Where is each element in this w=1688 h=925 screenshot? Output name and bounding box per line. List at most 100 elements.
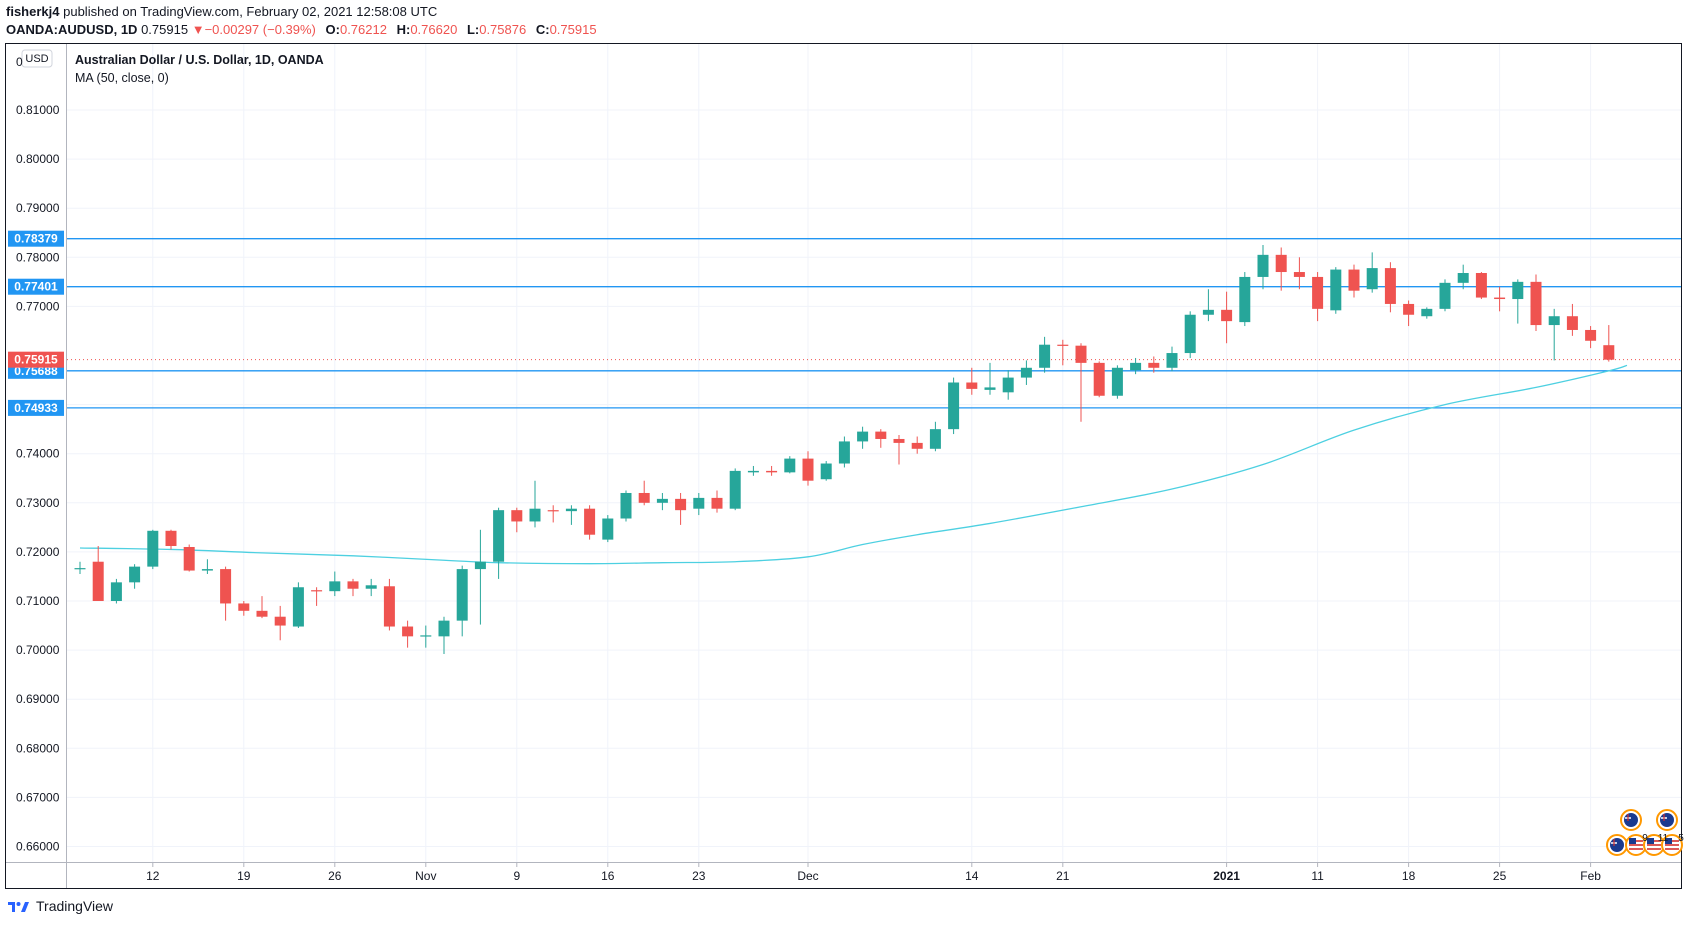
candle-down[interactable]	[1603, 325, 1615, 362]
price-axis[interactable]: 0.810000.800000.790000.780000.770000.750…	[8, 103, 64, 854]
candle-up[interactable]	[1512, 279, 1524, 324]
candle-down[interactable]	[383, 578, 395, 631]
time-axis[interactable]: 12 19 26 Nov 9 16 23 Dec 14 21 2021 11 18 25 Feb	[146, 862, 1601, 883]
candle-down[interactable]	[1275, 247, 1287, 291]
candle-up[interactable]	[1330, 267, 1342, 314]
candle-down[interactable]	[1221, 291, 1233, 344]
candle-up[interactable]	[656, 492, 668, 511]
candle-down[interactable]	[311, 587, 323, 606]
candle-up[interactable]	[693, 492, 705, 516]
candle-down[interactable]	[511, 507, 523, 533]
candle-down[interactable]	[165, 529, 177, 550]
candle-down[interactable]	[220, 566, 232, 621]
currency-badge[interactable]	[21, 49, 53, 68]
candle-down[interactable]	[1348, 264, 1360, 298]
candle-down[interactable]	[1403, 300, 1415, 327]
candle-down[interactable]	[1057, 339, 1069, 366]
candle-down[interactable]	[1384, 262, 1396, 313]
candle-down[interactable]	[584, 505, 596, 540]
candle-up[interactable]	[1202, 289, 1214, 322]
candle-up[interactable]	[438, 616, 450, 655]
candle-up[interactable]	[1457, 264, 1469, 290]
australia-flag-icon[interactable]	[1620, 809, 1642, 831]
candle-up[interactable]	[74, 561, 86, 574]
candle-up[interactable]	[129, 564, 141, 589]
candle-down[interactable]	[1585, 326, 1597, 349]
candle-down[interactable]	[347, 578, 359, 597]
candle-up[interactable]	[1366, 252, 1378, 293]
candle-up[interactable]	[929, 421, 941, 452]
candle-up[interactable]	[1002, 370, 1014, 400]
candle-down[interactable]	[1075, 343, 1087, 422]
candle-up[interactable]	[602, 515, 614, 543]
candlesticks[interactable]	[74, 245, 1615, 655]
candle-up[interactable]	[820, 461, 832, 481]
author-name[interactable]: fisherkj4	[6, 4, 60, 19]
candle-up[interactable]	[1020, 360, 1032, 385]
candle-up[interactable]	[838, 436, 850, 468]
candle-down[interactable]	[183, 544, 195, 572]
candle-up[interactable]	[365, 578, 377, 597]
candle-up[interactable]	[493, 507, 505, 579]
candle-up[interactable]	[1257, 245, 1269, 290]
candle-down[interactable]	[875, 429, 887, 448]
candle-down[interactable]	[966, 367, 978, 395]
candle-up[interactable]	[147, 529, 159, 570]
candle-down[interactable]	[1566, 303, 1578, 336]
candle-up[interactable]	[948, 377, 960, 435]
candle-down[interactable]	[92, 546, 104, 601]
candle-down[interactable]	[1494, 286, 1506, 312]
candle-up[interactable]	[292, 582, 304, 629]
brand-label[interactable]: TradingView	[36, 898, 114, 914]
candle-down[interactable]	[1093, 361, 1105, 398]
candle-up[interactable]	[1421, 307, 1433, 319]
candle-up[interactable]	[329, 571, 341, 597]
candle-down[interactable]	[402, 620, 414, 648]
candle-up[interactable]	[620, 490, 632, 522]
candle-up[interactable]	[1039, 336, 1051, 373]
candle-up[interactable]	[747, 465, 759, 476]
candle-up[interactable]	[1239, 272, 1251, 327]
candle-down[interactable]	[1312, 272, 1324, 322]
candle-up[interactable]	[1184, 311, 1196, 358]
candle-up[interactable]	[420, 625, 432, 648]
candle-up[interactable]	[1166, 346, 1178, 372]
candle-down[interactable]	[766, 465, 778, 476]
candle-up[interactable]	[529, 480, 541, 528]
candle-up[interactable]	[474, 529, 486, 625]
candle-body	[1566, 316, 1578, 330]
candle-up[interactable]	[201, 559, 213, 574]
candle-down[interactable]	[675, 492, 687, 525]
candle-up[interactable]	[784, 456, 796, 474]
candle-up[interactable]	[984, 362, 996, 395]
candle-down[interactable]	[802, 451, 814, 486]
candle-down[interactable]	[1148, 356, 1160, 373]
australia-flag-icon[interactable]	[1656, 809, 1678, 831]
candle-down[interactable]	[711, 490, 723, 513]
candle-up[interactable]	[1439, 279, 1451, 312]
us-flag-icon[interactable]	[1661, 834, 1683, 856]
candle-down[interactable]	[274, 605, 286, 641]
economic-events[interactable]: 9 11 5	[1606, 809, 1684, 856]
candle-down[interactable]	[1475, 272, 1487, 300]
candle-up[interactable]	[110, 578, 122, 604]
candle-up[interactable]	[565, 505, 577, 525]
candle-down[interactable]	[893, 435, 905, 465]
candle-down[interactable]	[638, 480, 650, 506]
candle-up[interactable]	[1130, 357, 1142, 375]
australia-flag-icon[interactable]	[1606, 834, 1628, 856]
candle-up[interactable]	[857, 426, 869, 449]
candle-down[interactable]	[911, 436, 923, 454]
candle-up[interactable]	[456, 565, 468, 637]
horizontal-lines[interactable]	[67, 238, 1681, 409]
candle-up[interactable]	[729, 468, 741, 511]
candle-down[interactable]	[238, 601, 250, 616]
candle-down[interactable]	[256, 596, 268, 619]
candle-down[interactable]	[547, 505, 559, 523]
candle-down[interactable]	[1530, 274, 1542, 331]
candle-down[interactable]	[1293, 257, 1305, 290]
candle-up[interactable]	[1548, 308, 1560, 361]
us-flag-icon[interactable]	[1625, 834, 1647, 856]
candle-up[interactable]	[1111, 365, 1123, 399]
